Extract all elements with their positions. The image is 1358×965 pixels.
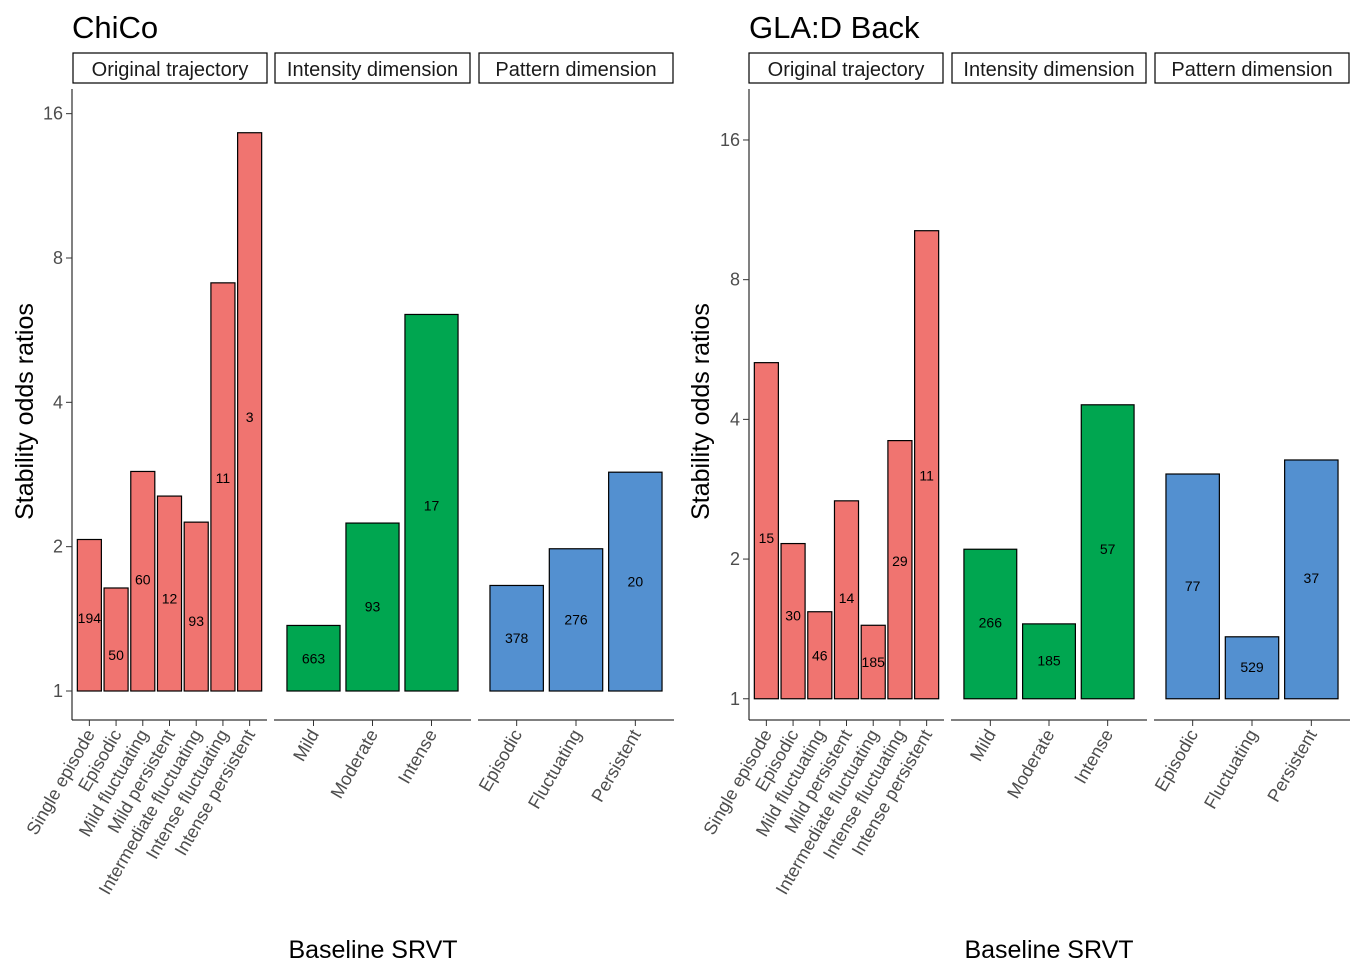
bar-count-label: 185	[1037, 652, 1061, 668]
bar	[833, 500, 860, 700]
bar-count-label: 11	[216, 470, 231, 486]
bar-count-label: 50	[108, 647, 124, 663]
bar	[183, 521, 209, 692]
x-tick-label: Persistent	[1263, 726, 1320, 805]
bar	[963, 548, 1018, 700]
bar-count-label: 663	[302, 650, 326, 666]
x-tick-label: Episodic	[1151, 726, 1202, 795]
bar-count-label: 11	[919, 467, 934, 483]
bar-count-label: 529	[1240, 659, 1264, 675]
bar-count-label: 185	[862, 654, 886, 670]
y-tick-label: 2	[53, 537, 63, 557]
x-tick-label: Fluctuating	[1200, 726, 1261, 812]
facet-strip-label: Intensity dimension	[963, 59, 1134, 81]
bar-count-label: 29	[892, 553, 908, 569]
bar	[103, 587, 129, 692]
bar-count-label: 194	[78, 610, 102, 626]
bar	[1284, 459, 1339, 700]
bar-count-label: 15	[759, 530, 775, 546]
bar	[1080, 404, 1135, 700]
bar-count-label: 77	[1185, 578, 1201, 594]
bar	[860, 624, 886, 700]
facet-strip	[274, 52, 471, 84]
y-tick-label: 4	[53, 392, 63, 412]
bar-count-label: 37	[1304, 570, 1320, 586]
bar-count-label: 30	[785, 608, 801, 624]
bar	[156, 495, 183, 692]
bar	[130, 470, 156, 692]
x-tick-label: Moderate	[327, 726, 382, 802]
y-tick-label: 2	[730, 549, 740, 569]
bar-count-label: 276	[564, 611, 588, 627]
y-tick-label: 4	[730, 409, 740, 429]
bar-count-label: 93	[365, 599, 381, 615]
bar-count-label: 57	[1100, 541, 1116, 557]
bar	[807, 611, 833, 700]
bar-count-label: 46	[812, 647, 828, 663]
bar	[210, 282, 236, 692]
plot-2: GLA:D Back 1 2 4 8 16 Stability odds ratios Bas…	[687, 10, 1350, 964]
bar	[237, 132, 263, 692]
facet-strip-label: Pattern dimension	[495, 59, 656, 81]
bar-count-label: 93	[188, 613, 204, 629]
bar	[753, 362, 779, 700]
y-axis-title: Stability odds ratios	[687, 303, 715, 520]
bar	[489, 584, 544, 692]
y-tick-label: 16	[43, 104, 63, 124]
y-tick-label: 8	[53, 248, 63, 268]
facet-strip	[951, 52, 1147, 84]
x-tick-label: Intense	[1070, 726, 1117, 787]
y-tick-label: 16	[720, 130, 740, 150]
x-tick-label: Persistent	[587, 726, 644, 805]
x-tick-label: Episodic	[475, 726, 526, 795]
bar	[780, 542, 806, 700]
bar-count-label: 378	[505, 630, 529, 646]
bar	[1224, 636, 1280, 700]
facet-strip-label: Pattern dimension	[1171, 59, 1332, 81]
facet-strip	[72, 52, 268, 84]
x-tick-label: Intense	[394, 726, 441, 787]
chart-title: ChiCo	[72, 10, 158, 45]
bar	[76, 538, 102, 692]
bar	[345, 522, 400, 692]
bar	[887, 440, 913, 700]
x-tick-label: Mild	[289, 726, 323, 765]
y-tick-label: 1	[53, 681, 63, 701]
x-axis-title: Baseline SRVT	[964, 936, 1133, 964]
bar	[286, 624, 341, 692]
bar-count-label: 266	[979, 614, 1003, 630]
y-tick-label: 8	[730, 270, 740, 290]
facet-strip	[478, 52, 674, 84]
bar-count-label: 17	[424, 497, 440, 513]
bar	[404, 313, 459, 692]
x-tick-label: Moderate	[1003, 726, 1058, 802]
y-axis-title: Stability odds ratios	[11, 303, 39, 520]
y-tick-label: 1	[730, 689, 740, 709]
bar-count-label: 20	[628, 574, 644, 590]
x-tick-label: Fluctuating	[524, 726, 585, 812]
bar	[914, 230, 940, 700]
bar	[608, 471, 663, 692]
facet-strip-label: Original trajectory	[768, 59, 925, 81]
bar	[1165, 473, 1220, 700]
facet-strip	[1154, 52, 1350, 84]
bar-count-label: 60	[135, 571, 151, 587]
bar	[548, 548, 604, 692]
facet-strip	[748, 52, 944, 84]
facet-strip-label: Intensity dimension	[287, 59, 458, 81]
facet-strip-label: Original trajectory	[92, 59, 249, 81]
bar-count-label: 14	[839, 590, 855, 606]
bar-count-label: 3	[246, 409, 254, 425]
x-axis-title: Baseline SRVT	[288, 936, 457, 964]
x-tick-label: Mild	[966, 726, 1000, 765]
bar-count-label: 12	[162, 590, 178, 606]
bar	[1021, 623, 1076, 700]
chart-title: GLA:D Back	[749, 10, 920, 45]
